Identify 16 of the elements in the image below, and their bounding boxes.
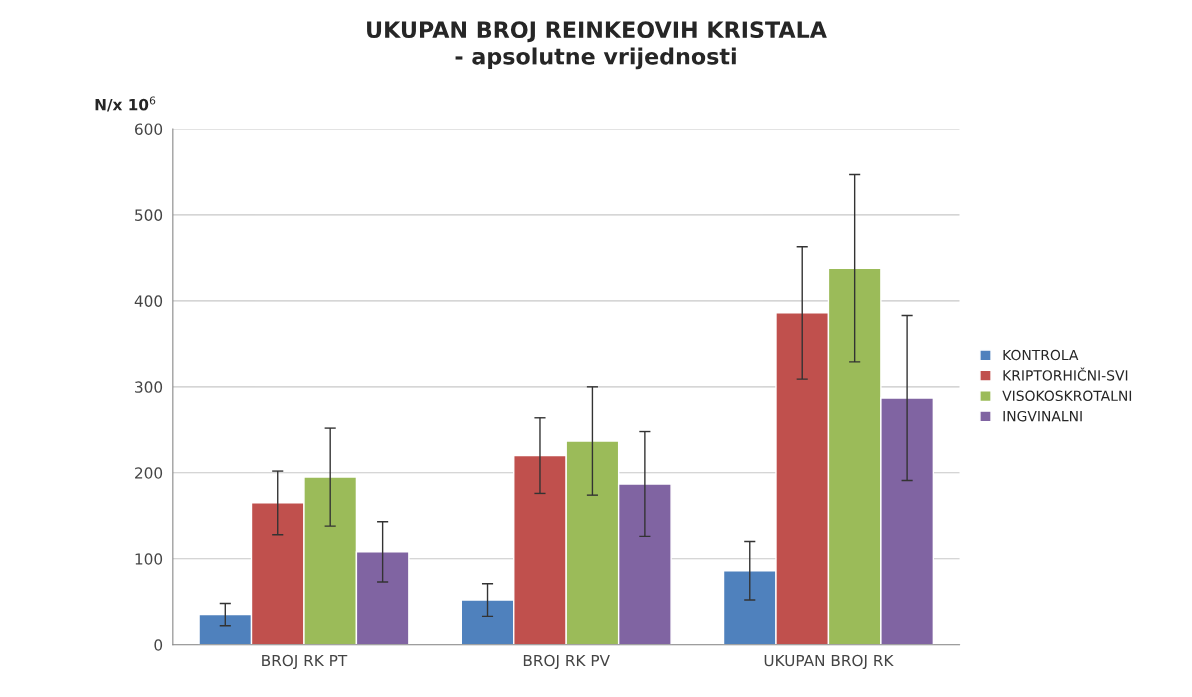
legend-label: KRIPTORHIČNI-SVI — [1003, 367, 1128, 381]
x-tick-label: BROJ RK PV — [523, 654, 610, 670]
y-tick-label: 200 — [135, 467, 163, 479]
x-tick-label: UKUPAN BROJ RK — [764, 654, 894, 670]
chart-title: UKUPAN BROJ REINKEOVIH KRISTALA - apsolutne vrijednosti — [367, 21, 827, 70]
y-axis-title: N/x 10$^{6}$ — [95, 96, 156, 112]
legend-label: VISOKOSKROTALNI — [1002, 390, 1132, 402]
x-tick-label: BROJ RK PT — [262, 654, 348, 670]
y-tick-label: 0 — [154, 639, 163, 651]
y-tick-label: 600 — [135, 123, 163, 135]
legend-label: INGVINALNI — [1003, 410, 1082, 422]
y-tick-label: 400 — [134, 295, 163, 307]
y-tick-label: 500 — [135, 209, 163, 221]
y-tick-label: 100 — [135, 553, 163, 565]
legend-label: KONTROLA — [1003, 349, 1079, 361]
y-tick-label: 300 — [135, 381, 163, 393]
